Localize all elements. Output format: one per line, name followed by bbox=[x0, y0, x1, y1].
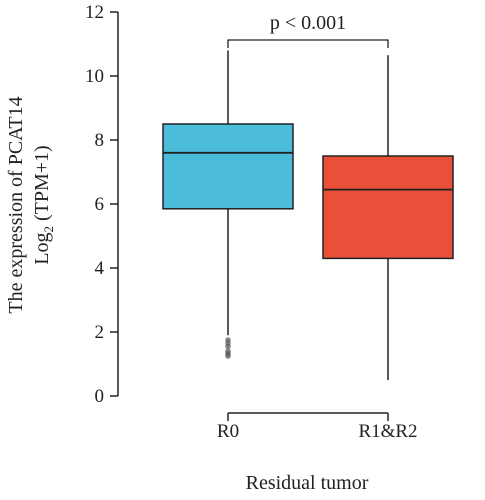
y-tick-label: 6 bbox=[95, 194, 105, 215]
outlier-point bbox=[225, 343, 231, 350]
x-tick-label: R1&R2 bbox=[358, 421, 417, 442]
y-axis: 0 2 4 6 8 10 12 bbox=[85, 2, 119, 407]
y-tick-label: 12 bbox=[85, 2, 104, 23]
y-tick-label: 4 bbox=[95, 258, 105, 279]
x-tick-label: R0 bbox=[217, 421, 239, 442]
bracket-line bbox=[227, 39, 389, 48]
y-tick-label: 2 bbox=[95, 322, 105, 343]
y-axis-title-line1: The expression of PCAT14 bbox=[5, 96, 27, 313]
y-axis-title-line2: Log2 (TPM+1) bbox=[31, 145, 56, 264]
y-axis-title-log: Log bbox=[31, 233, 53, 265]
y-tick-label: 0 bbox=[95, 386, 105, 407]
x-axis: R0 R1&R2 bbox=[217, 412, 418, 442]
box-body bbox=[322, 155, 454, 260]
box-R1&R2 bbox=[322, 55, 454, 380]
y-axis-title-unit: (TPM+1) bbox=[31, 145, 53, 226]
x-axis-title: Residual tumor bbox=[246, 472, 369, 494]
y-axis-title-subscript: 2 bbox=[41, 226, 56, 233]
significance-bracket: p < 0.001 bbox=[227, 12, 389, 48]
p-value-annotation: p < 0.001 bbox=[270, 12, 346, 34]
y-tick-label: 10 bbox=[85, 66, 104, 87]
box-body bbox=[162, 123, 294, 210]
outlier-point bbox=[225, 353, 231, 359]
y-tick-label: 8 bbox=[95, 130, 105, 151]
box-R0 bbox=[162, 50, 294, 359]
boxes bbox=[162, 50, 454, 380]
